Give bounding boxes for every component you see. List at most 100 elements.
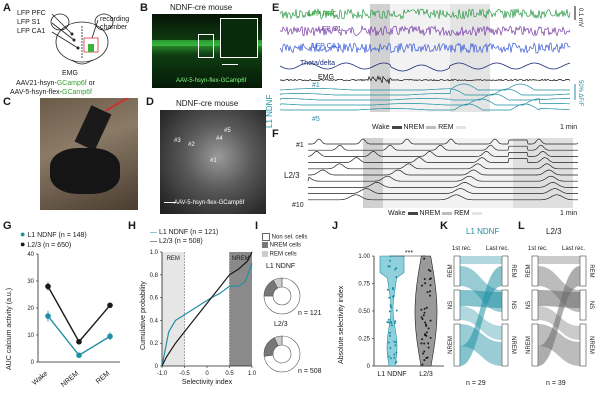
f-cell-trace-3 — [307, 151, 578, 157]
j-dot — [421, 363, 424, 366]
j-dot — [395, 341, 398, 344]
j-dot — [426, 291, 429, 294]
g-ytick-label: 10 — [27, 333, 34, 339]
h-legend-name-1: L1 NDNF — [158, 229, 189, 236]
panel-label-h: H — [128, 220, 136, 232]
h-nrem-shade — [229, 252, 252, 366]
l-left-label: NS — [526, 301, 532, 309]
j-dot — [423, 257, 426, 260]
l-flow — [538, 290, 580, 308]
f-cell-trace-7 — [307, 175, 578, 182]
virus-line-2: AAV-5-hsyn-flex-GCamp6f — [10, 89, 92, 97]
j-dot — [429, 277, 432, 280]
j-dot — [395, 309, 398, 312]
g-xtick-label: NREM — [60, 370, 80, 389]
e-trace-label-pfc: LFP PFC — [308, 11, 337, 18]
i-pie1-n: n = 121 — [298, 310, 322, 317]
h-shade-label-rem: REM — [167, 256, 180, 262]
j-dot — [427, 346, 430, 349]
e-trace-label-ca1: LFP CA1 — [312, 43, 341, 50]
panel-label-a: A — [3, 2, 11, 14]
virus1-prefix: AAV21-hsyn- — [16, 80, 57, 87]
f-cell-trace-4 — [308, 157, 578, 163]
l-left-block — [531, 255, 539, 287]
j-dot — [389, 331, 392, 334]
i-pie2-n: n = 508 — [298, 368, 322, 375]
h-legend-n-2: (n = 508) — [174, 238, 203, 245]
virus-line-1: AAV21-hsyn-GCamp6f or — [16, 80, 95, 88]
panel-f-traces — [307, 138, 579, 208]
h-legend-name-2: L2/3 — [158, 238, 173, 245]
i-pie2-slice-3 — [273, 335, 283, 347]
j-dot — [428, 294, 431, 297]
k-left-block — [453, 289, 461, 321]
cortex-fluorescence-image: AAV-5-hsyn-flex-GCamp6f — [152, 14, 262, 88]
e-group-label: L1 NDNF — [265, 94, 274, 128]
j-dot — [427, 327, 430, 330]
e-state-nrem: NREM — [403, 124, 425, 131]
j-dot — [427, 268, 430, 271]
f-cell-trace-5 — [308, 163, 578, 170]
cell-label-5: #5 — [224, 128, 231, 134]
panel-b-title: NDNF-cre mouse — [170, 3, 233, 12]
f-cell-trace-8 — [308, 182, 578, 188]
wake-swatch — [407, 211, 418, 215]
j-dot — [425, 331, 428, 334]
j-dot — [386, 288, 389, 291]
cell-label-3: #3 — [174, 138, 181, 144]
k-right-block — [501, 289, 509, 321]
h-ytick-label: 0.2 — [150, 341, 159, 347]
e-scale-v: 0.1 mV — [577, 8, 583, 28]
j-sig-label: *** — [405, 250, 413, 257]
i-pie2-slice-1 — [263, 335, 301, 373]
panel-label-g: G — [3, 220, 12, 232]
l-rec2: Last rec. — [562, 246, 586, 252]
h-chart: REM NREM 0 0.2 0.4 0.6 0.8 1.0 -1.0 -0.5 0 0.5 1.0 Se… — [150, 250, 257, 386]
j-dot — [393, 322, 396, 325]
j-dot — [424, 282, 427, 285]
j-ytick-label: 1.00 — [358, 254, 370, 260]
panel-label-e: E — [272, 2, 280, 14]
j-dot — [427, 342, 430, 345]
g-ytick-label: 40 — [27, 252, 34, 258]
i-pie1-slice-3 — [272, 277, 283, 289]
j-dot — [423, 311, 426, 314]
mouse-photo — [40, 98, 138, 210]
scale-bar — [222, 64, 238, 65]
nrem-swatch — [442, 211, 453, 215]
k-flow — [460, 290, 502, 308]
g-legend-n-2: (n = 650) — [42, 242, 72, 249]
h-xtick-label: 0.5 — [225, 371, 234, 377]
g-legend-name-2: L2/3 — [27, 242, 42, 249]
j-dot — [389, 304, 392, 307]
l-title: L2/3 — [546, 227, 562, 236]
panel-label-j: J — [332, 220, 339, 232]
g-series-line-2 — [47, 286, 111, 343]
e-scale-dff: 50% ΔF/F — [577, 80, 583, 107]
f-cell-trace-6 — [308, 169, 578, 176]
virus1-gene: GCamp6f — [56, 80, 87, 87]
j-dot — [388, 296, 391, 299]
j-dot — [392, 295, 395, 298]
h-xlabel: Selectivity index — [182, 379, 233, 386]
j-violin-2 — [414, 255, 438, 367]
j-dot — [393, 353, 396, 356]
i-pie1-title: L1 NDNF — [266, 263, 296, 270]
j-dot — [425, 334, 428, 337]
e-state-rem: REM — [438, 124, 454, 131]
g-legend-2: ● L2/3 (n = 650) — [20, 240, 71, 250]
j-dot — [394, 268, 397, 271]
f-state-rem: REM — [454, 210, 470, 217]
i-pie2-title: L2/3 — [274, 321, 288, 328]
j-chart: 0 0.25 0.50 0.75 1.00 L1 NDNF L2/3 *** — [358, 250, 444, 378]
j-dot — [389, 320, 392, 323]
k-right-label: NREM — [510, 336, 516, 354]
i-swatch-nonsel — [262, 233, 270, 241]
l-left-block — [531, 289, 539, 321]
i-swatch-rem — [262, 251, 268, 257]
e-state-legend: Wake NREM REM — [372, 124, 466, 131]
j-dot — [389, 346, 392, 349]
j-dot — [387, 355, 390, 358]
cell-label-1: #1 — [210, 158, 217, 164]
e-cell-last: #5 — [312, 116, 320, 123]
